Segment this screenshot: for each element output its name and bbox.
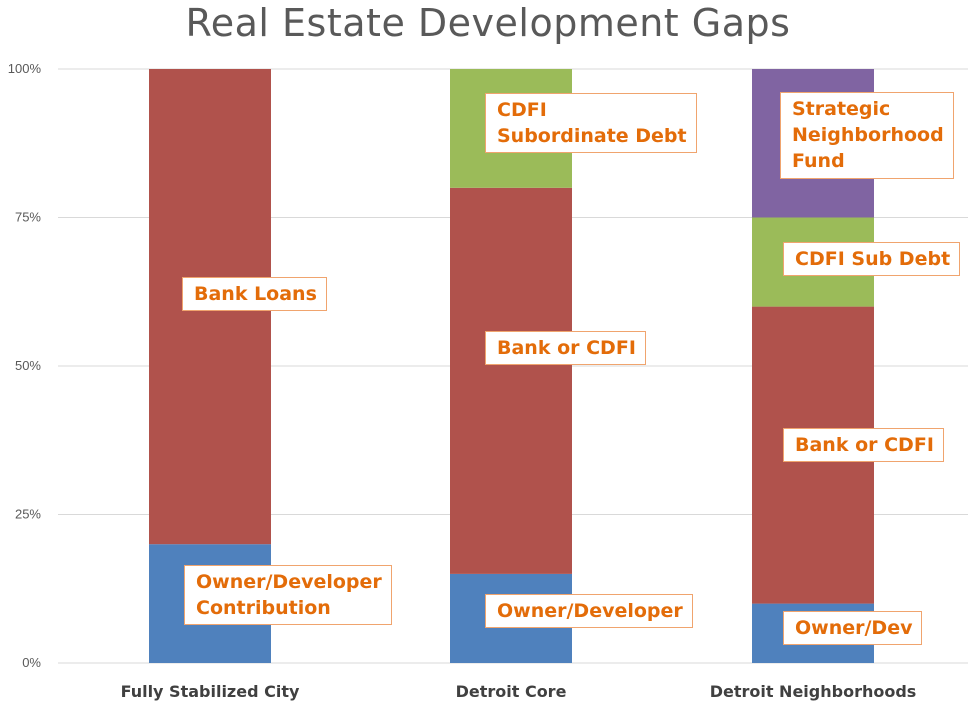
chart-title: Real Estate Development Gaps — [185, 1, 791, 45]
segment-label: Owner/Developer Contribution — [184, 565, 392, 626]
segment-label: Strategic Neighborhood Fund — [780, 92, 954, 179]
y-tick-label: 0% — [22, 655, 41, 670]
y-tick-label: 25% — [15, 507, 41, 522]
y-tick-label: 75% — [15, 210, 41, 225]
segment-label: Owner/Dev — [783, 611, 923, 646]
x-category-label: Detroit Core — [456, 682, 567, 701]
x-category-label: Fully Stabilized City — [121, 682, 300, 701]
x-axis-categories: Fully Stabilized City Detroit Core Detroit… — [121, 682, 917, 701]
bar-segment — [450, 187, 572, 574]
segment-label: CDFI Subordinate Debt — [485, 93, 697, 154]
y-tick-label: 50% — [15, 358, 41, 373]
segment-label: Bank Loans — [182, 277, 327, 312]
segment-label: CDFI Sub Debt — [783, 242, 961, 277]
x-category-label: Detroit Neighborhoods — [710, 682, 917, 701]
y-axis-ticks: 0% 25% 50% 75% 100% — [8, 61, 42, 670]
segment-label: Bank or CDFI — [485, 331, 646, 366]
y-tick-label: 100% — [8, 61, 42, 76]
segment-label: Owner/Developer — [485, 594, 693, 629]
segment-label: Bank or CDFI — [783, 428, 944, 463]
